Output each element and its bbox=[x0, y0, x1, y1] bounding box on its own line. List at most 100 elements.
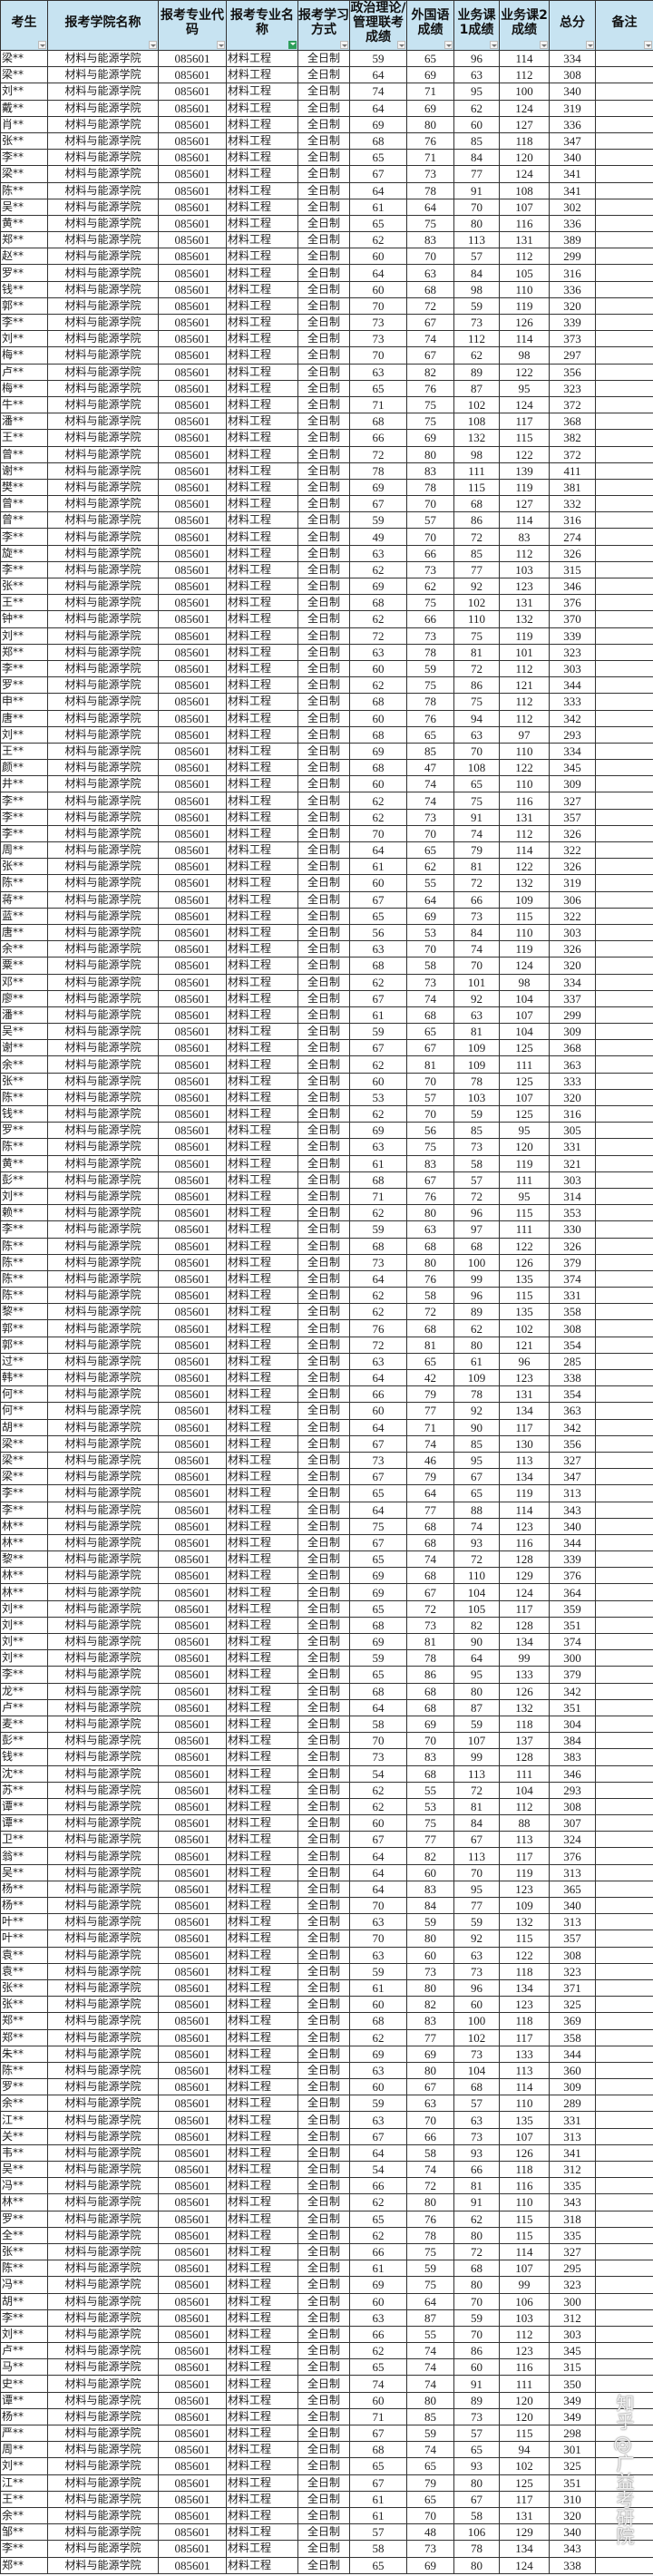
remark-cell bbox=[595, 131, 653, 151]
major-name-cell: 材料工程 bbox=[226, 2095, 298, 2113]
school-cell: 材料与能源学院 bbox=[47, 413, 159, 431]
course2-score-cell: 135 bbox=[499, 2111, 550, 2129]
politics-score-cell: 60 bbox=[349, 2078, 407, 2096]
politics-score-cell: 63 bbox=[349, 544, 407, 562]
major-code-cell: 085601 bbox=[158, 2012, 227, 2030]
course2-score-cell: 135 bbox=[499, 1303, 550, 1321]
course2-score-cell: 117 bbox=[499, 1847, 550, 1865]
major-code-cell: 085601 bbox=[158, 248, 227, 266]
study-mode-cell: 全日制 bbox=[297, 907, 350, 925]
major-name-cell: 材料工程 bbox=[226, 775, 298, 793]
school-cell: 材料与能源学院 bbox=[47, 1072, 159, 1090]
total-score-cell: 330 bbox=[549, 1220, 596, 1239]
school-cell: 材料与能源学院 bbox=[47, 528, 159, 546]
course1-score-cell: 84 bbox=[453, 264, 500, 282]
dropdown-arrow-icon[interactable] bbox=[217, 41, 225, 49]
course2-score-cell: 113 bbox=[499, 2061, 550, 2080]
remark-cell bbox=[595, 858, 653, 876]
table-row: 林** 材料与能源学院 085601 材料工程 全日制 67 68 93 116 344 bbox=[0, 1533, 653, 1552]
remark-cell bbox=[595, 1682, 653, 1700]
total-score-cell: 343 bbox=[549, 2193, 596, 2211]
course2-score-cell: 115 bbox=[499, 2424, 550, 2443]
candidate-cell: 曾** bbox=[0, 511, 48, 530]
dropdown-arrow-icon[interactable] bbox=[540, 41, 548, 49]
dropdown-arrow-icon[interactable] bbox=[490, 41, 498, 49]
dropdown-arrow-icon[interactable] bbox=[149, 41, 157, 49]
candidate-cell: 梅** bbox=[0, 379, 48, 397]
study-mode-cell: 全日制 bbox=[297, 2143, 350, 2163]
politics-score-cell: 63 bbox=[349, 1946, 407, 1964]
course2-score-cell: 131 bbox=[499, 2506, 550, 2525]
major-name-cell: 材料工程 bbox=[226, 792, 298, 810]
politics-score-cell: 63 bbox=[349, 2111, 407, 2129]
table-row: 袁** 材料与能源学院 085601 材料工程 全日制 63 60 63 122 308 bbox=[0, 1946, 653, 1964]
study-mode-cell: 全日制 bbox=[297, 495, 350, 513]
study-mode-cell: 全日制 bbox=[297, 1896, 350, 1915]
dropdown-arrow-icon[interactable] bbox=[644, 41, 652, 49]
study-mode-cell: 全日制 bbox=[297, 131, 350, 151]
table-row: 袁** 材料与能源学院 085601 材料工程 全日制 59 73 73 118 323 bbox=[0, 1962, 653, 1980]
school-cell: 材料与能源学院 bbox=[47, 2242, 159, 2261]
course2-score-cell: 98 bbox=[499, 346, 550, 365]
study-mode-cell: 全日制 bbox=[297, 693, 350, 711]
course2-score-cell: 104 bbox=[499, 989, 550, 1007]
dropdown-arrow-icon[interactable] bbox=[444, 41, 453, 49]
course2-score-cell: 119 bbox=[499, 940, 550, 958]
politics-score-cell: 67 bbox=[349, 989, 407, 1007]
major-code-cell: 085601 bbox=[158, 2540, 227, 2558]
table-row: 马** 材料与能源学院 085601 材料工程 全日制 65 74 60 116 315 bbox=[0, 2358, 653, 2377]
major-name-cell: 材料工程 bbox=[226, 1962, 298, 1980]
major-code-cell: 085601 bbox=[158, 693, 227, 711]
course2-score-cell: 111 bbox=[499, 2375, 550, 2393]
study-mode-cell: 全日制 bbox=[297, 1434, 350, 1453]
dropdown-arrow-icon[interactable] bbox=[397, 41, 405, 49]
dropdown-arrow-icon[interactable] bbox=[38, 41, 46, 49]
study-mode-cell: 全日制 bbox=[297, 2276, 350, 2294]
course1-score-cell: 84 bbox=[453, 1814, 500, 1832]
total-score-cell: 300 bbox=[549, 1649, 596, 1667]
course1-score-cell: 68 bbox=[453, 2078, 500, 2096]
table-row: 黎** 材料与能源学院 085601 材料工程 全日制 65 74 72 128 339 bbox=[0, 1550, 653, 1569]
course2-score-cell: 118 bbox=[499, 1715, 550, 1734]
politics-score-cell: 64 bbox=[349, 1880, 407, 1899]
school-cell: 材料与能源学院 bbox=[47, 2407, 159, 2426]
course2-score-cell: 124 bbox=[499, 99, 550, 117]
major-code-cell: 085601 bbox=[158, 511, 227, 530]
course1-score-cell: 57 bbox=[453, 2424, 500, 2443]
study-mode-cell: 全日制 bbox=[297, 2407, 350, 2426]
course2-score-cell: 111 bbox=[499, 1764, 550, 1783]
course2-score-cell: 139 bbox=[499, 462, 550, 480]
course1-score-cell: 72 bbox=[453, 1187, 500, 1206]
candidate-cell: 陈** bbox=[0, 1253, 48, 1271]
major-name-cell: 材料工程 bbox=[226, 1567, 298, 1585]
politics-score-cell: 64 bbox=[349, 264, 407, 282]
candidate-cell: 郑** bbox=[0, 231, 48, 249]
course2-score-cell: 111 bbox=[499, 1171, 550, 1189]
remark-cell bbox=[595, 907, 653, 925]
dropdown-arrow-icon[interactable] bbox=[340, 41, 348, 49]
filter-icon[interactable] bbox=[288, 41, 297, 49]
course1-score-cell: 75 bbox=[453, 627, 500, 645]
study-mode-cell: 全日制 bbox=[297, 841, 350, 860]
school-cell: 材料与能源学院 bbox=[47, 313, 159, 332]
course2-score-cell: 95 bbox=[499, 379, 550, 397]
column-header-label: 备注 bbox=[611, 15, 638, 30]
course1-score-cell: 72 bbox=[453, 1781, 500, 1799]
major-name-cell: 材料工程 bbox=[226, 824, 298, 843]
remark-cell bbox=[595, 1946, 653, 1964]
candidate-cell: 张** bbox=[0, 1072, 48, 1090]
remark-cell bbox=[595, 2309, 653, 2327]
course1-score-cell: 96 bbox=[453, 1204, 500, 1222]
course1-score-cell: 72 bbox=[453, 874, 500, 892]
major-name-cell: 材料工程 bbox=[226, 231, 298, 249]
table-row: 郑** 材料与能源学院 085601 材料工程 全日制 63 78 81 101 323 bbox=[0, 643, 653, 661]
table-row: 陈** 材料与能源学院 085601 材料工程 全日制 62 58 96 115 331 bbox=[0, 1287, 653, 1305]
table-row: 李** 材料与能源学院 085601 材料工程 全日制 73 67 73 126 339 bbox=[0, 313, 653, 332]
school-cell: 材料与能源学院 bbox=[47, 957, 159, 975]
dropdown-arrow-icon[interactable] bbox=[586, 41, 594, 49]
table-row: 卢** 材料与能源学院 085601 材料工程 全日制 64 68 87 132 351 bbox=[0, 1698, 653, 1716]
remark-cell bbox=[595, 2210, 653, 2228]
school-cell: 材料与能源学院 bbox=[47, 742, 159, 761]
candidate-cell: 翁** bbox=[0, 1847, 48, 1865]
course2-score-cell: 123 bbox=[499, 1517, 550, 1535]
